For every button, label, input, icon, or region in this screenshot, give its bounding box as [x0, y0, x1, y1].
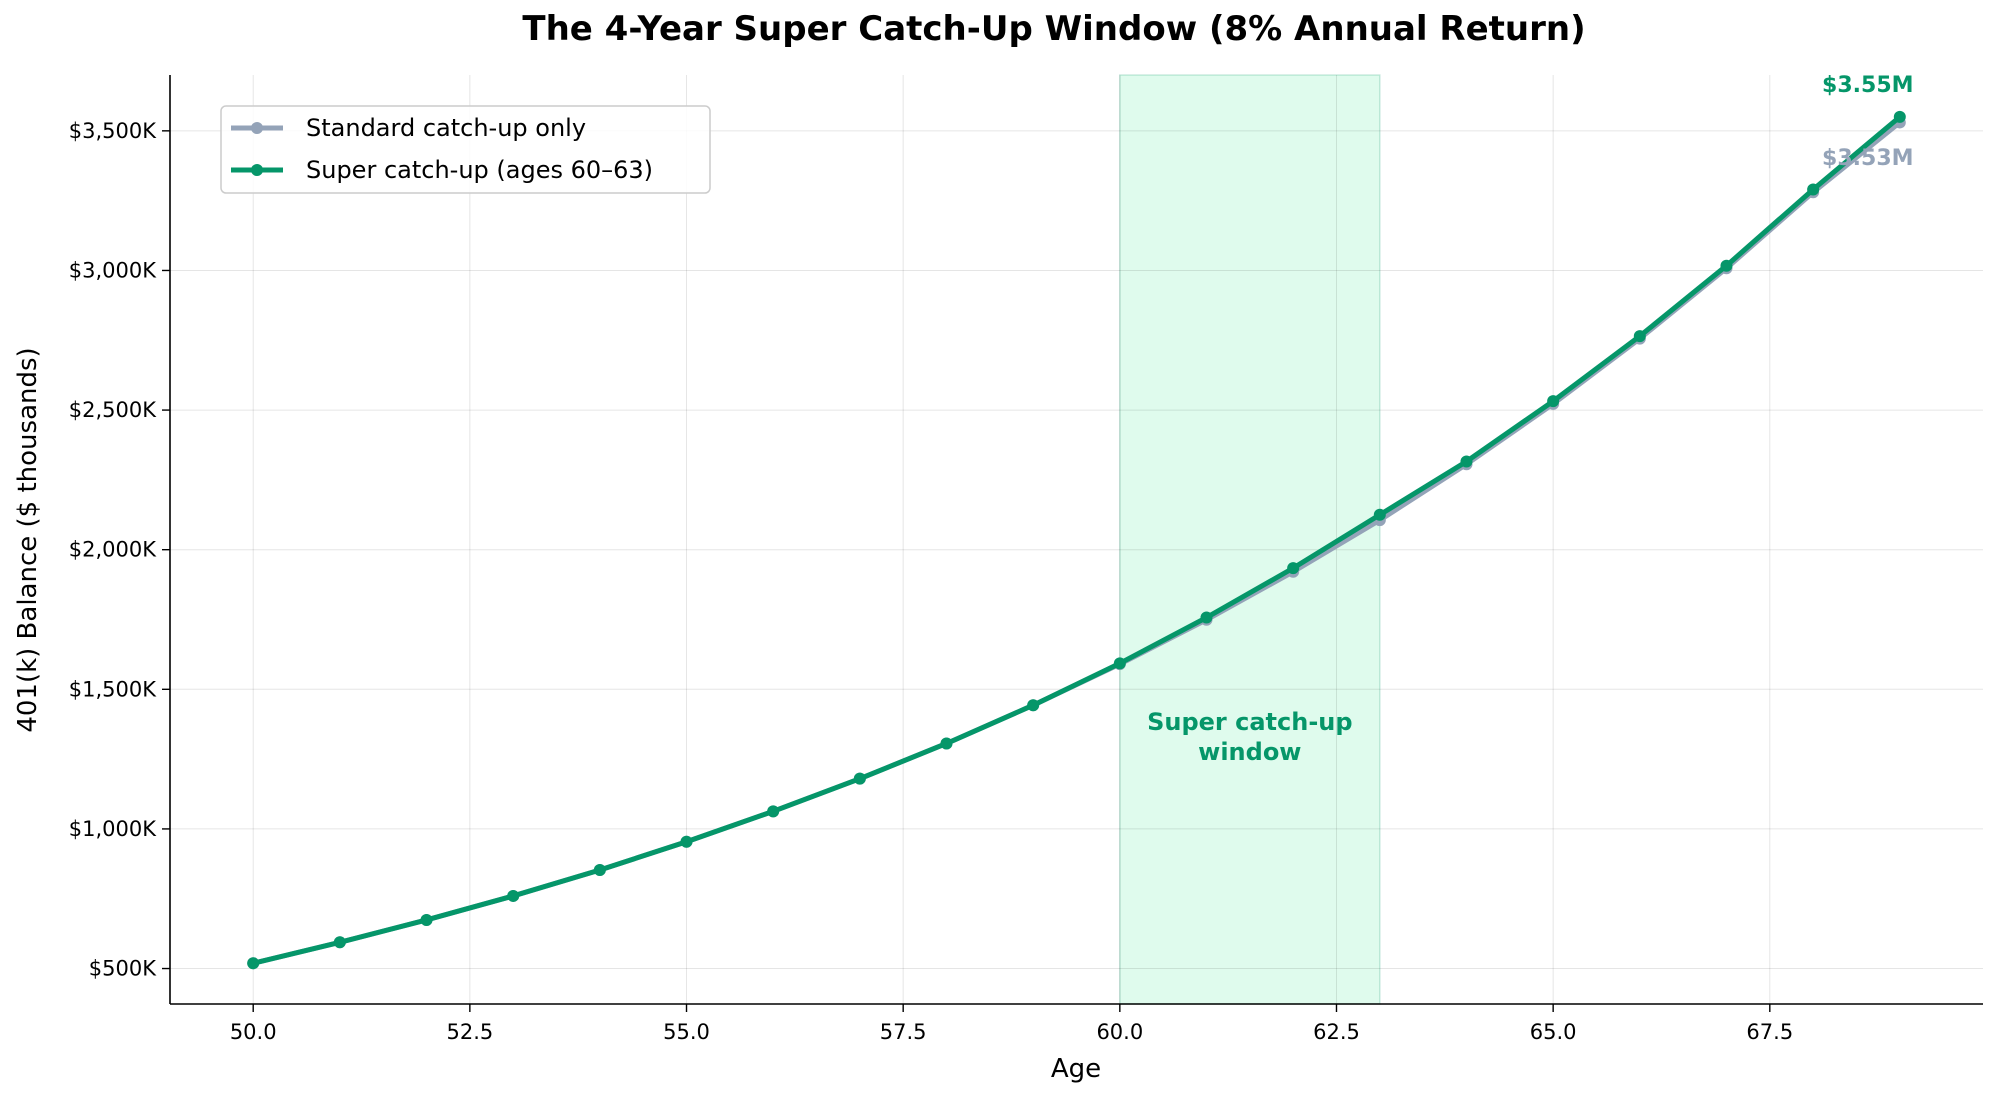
super-catch-up-line	[250, 114, 1903, 966]
super-catch-up-point	[1460, 455, 1473, 468]
super-catch-up-point	[767, 805, 780, 818]
super-catch-up-point	[247, 957, 260, 970]
y-tick-label: $3,000K	[69, 258, 157, 282]
grid-layer	[170, 75, 1983, 1004]
super-catch-up-point	[593, 863, 606, 876]
y-tick-label: $3,500K	[69, 119, 157, 143]
x-tick-label: 50.0	[230, 1020, 277, 1044]
super-catch-up-point	[1373, 508, 1386, 521]
final-balance-standard: $3.53M	[1822, 146, 1913, 171]
super-catch-up-point	[1807, 183, 1820, 196]
super-catch-up-point	[1027, 699, 1040, 712]
super-catch-up-point	[1633, 330, 1646, 343]
y-axis-label: 401(k) Balance ($ thousands)	[13, 347, 43, 732]
super-catch-up-point	[507, 889, 520, 902]
x-axis-label: Age	[1051, 1054, 1101, 1084]
super-catch-up-point	[1547, 395, 1560, 408]
x-tick-label: 67.5	[1746, 1020, 1793, 1044]
axes-layer: 50.0 52.5 55.0 57.5 60.0 62.5 65.0 67.5 $500K $1,…	[69, 75, 1983, 1044]
standard-catch-up-line	[250, 119, 1903, 966]
legend-standard-marker	[251, 122, 263, 134]
x-tick-label: 52.5	[446, 1020, 493, 1044]
y-tick-label: $500K	[89, 957, 157, 981]
super-catch-up-point	[1200, 611, 1213, 624]
final-balance-super: $3.55M	[1822, 73, 1913, 98]
x-tick-label: 60.0	[1096, 1020, 1143, 1044]
super-catch-up-point	[1113, 657, 1126, 670]
window-label-line1: Super catch-up	[1147, 708, 1352, 736]
super-catch-up-point	[1287, 562, 1300, 575]
super-catch-up-point	[853, 772, 866, 785]
x-tick-label: 65.0	[1530, 1020, 1577, 1044]
chart-title: The 4-Year Super Catch-Up Window (8% Ann…	[522, 9, 1585, 49]
legend-super-label: Super catch-up (ages 60–63)	[306, 156, 653, 184]
series-layer	[247, 110, 1906, 970]
super-catch-up-point	[333, 936, 346, 949]
super-catch-up-point	[1893, 110, 1906, 123]
legend-layer: Standard catch-up only Super catch-up (ag…	[220, 105, 711, 194]
x-tick-label: 57.5	[880, 1020, 927, 1044]
legend-box	[220, 105, 711, 194]
super-catch-up-point	[1720, 259, 1733, 272]
y-tick-label: $2,500K	[69, 398, 157, 422]
y-tick-label: $1,500K	[69, 677, 157, 701]
super-catch-up-point	[420, 913, 433, 926]
super-catch-up-point	[940, 737, 953, 750]
window-label-line2: window	[1198, 738, 1301, 766]
y-tick-label: $1,000K	[69, 817, 157, 841]
legend-super-marker	[251, 164, 263, 176]
super-catch-up-point	[680, 835, 693, 848]
x-tick-label: 55.0	[663, 1020, 710, 1044]
x-tick-label: 62.5	[1313, 1020, 1360, 1044]
y-tick-label: $2,000K	[69, 538, 157, 562]
legend-standard-label: Standard catch-up only	[306, 114, 586, 142]
